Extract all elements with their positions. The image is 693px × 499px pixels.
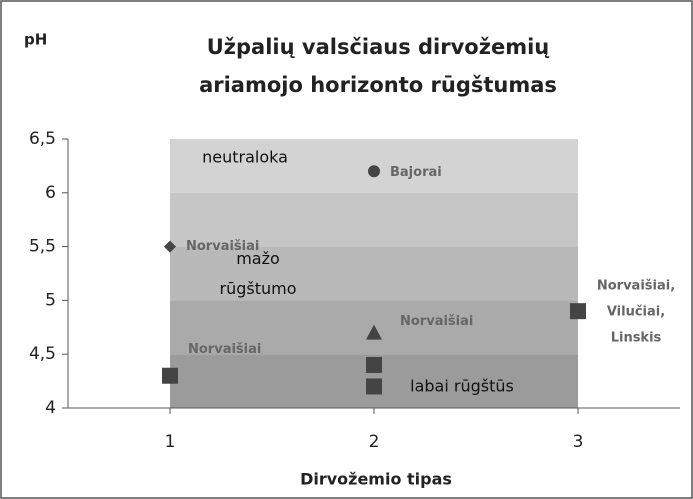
x-axis-label: Dirvožemio tipas xyxy=(300,470,452,489)
band-label: mažo xyxy=(236,249,280,268)
point-label: Vilučiai, xyxy=(607,305,665,320)
x-tick-label: 1 xyxy=(165,432,176,452)
point xyxy=(366,378,382,395)
band xyxy=(170,192,578,247)
chart-title: ariamojo horizonto rūgštumas xyxy=(199,73,557,97)
y-axis-label: pH xyxy=(24,31,47,49)
point xyxy=(366,356,382,373)
point-label: Norvaišiai xyxy=(400,314,473,329)
x-tick-label: 3 xyxy=(573,432,584,452)
point-label: Bajorai xyxy=(390,165,442,180)
y-tick-label: 5 xyxy=(45,290,56,310)
point xyxy=(366,324,382,340)
point xyxy=(164,240,176,253)
band-label: neutraloka xyxy=(202,147,288,166)
y-tick-label: 4 xyxy=(45,398,56,418)
chart-title: Užpalių valsčiaus dirvožemių xyxy=(207,35,551,59)
point xyxy=(368,165,380,178)
x-tick-label: 2 xyxy=(369,432,380,452)
point-label: Norvaišiai xyxy=(188,342,261,357)
band xyxy=(170,246,578,301)
y-tick-label: 6,5 xyxy=(29,129,56,149)
band-label: rūgštumo xyxy=(220,279,297,298)
point-label: Linskis xyxy=(611,331,662,346)
point-label: Norvaišiai, xyxy=(597,279,675,294)
y-tick-label: 6 xyxy=(45,183,56,203)
point xyxy=(570,303,586,320)
y-tick-label: 4,5 xyxy=(29,344,56,364)
y-tick-label: 5,5 xyxy=(29,237,56,257)
band-label: labai rūgštūs xyxy=(410,377,514,396)
point-label: Norvaišiai xyxy=(186,239,259,254)
point xyxy=(162,367,178,384)
